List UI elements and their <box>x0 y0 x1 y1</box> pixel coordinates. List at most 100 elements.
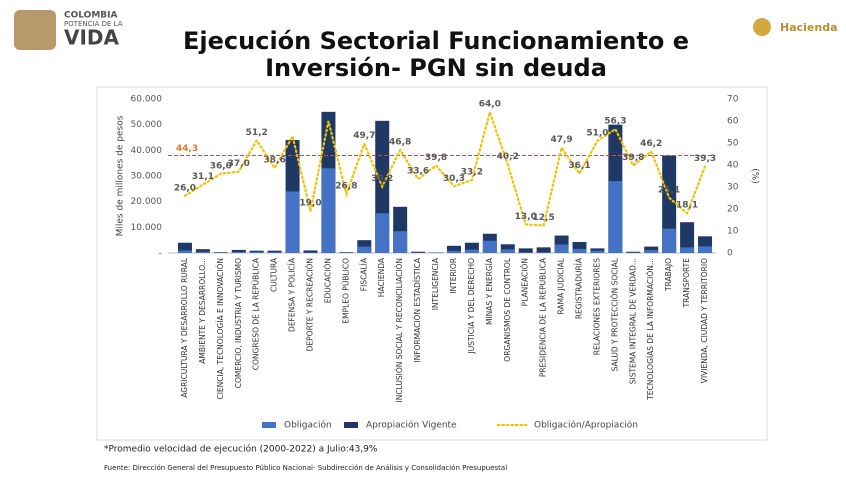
data-label: 51,0 <box>586 128 608 138</box>
bar <box>178 250 192 253</box>
legend-swatch <box>344 422 358 428</box>
y2-axis-label: (%) <box>750 168 760 184</box>
data-label: 64,0 <box>479 100 501 110</box>
legend-label: Obligación <box>284 420 332 431</box>
x-tick-label: INCLUSIÓN SOCIAL Y RECONCILIACIÓN <box>395 258 404 403</box>
x-tick-label: DEPORTE Y RECREACIÓN <box>306 258 315 351</box>
x-tick-label: TECNOLOGÍAS DE LA INFORMACIÓN... <box>646 258 655 401</box>
bar <box>268 252 282 253</box>
x-tick-label: INFORMACIÓN ESTADÍSTICA <box>413 257 422 362</box>
bar <box>286 191 300 253</box>
data-label: 12,5 <box>533 213 555 223</box>
title: Inversión- PGN sin deuda <box>265 54 607 82</box>
x-tick-label: FISCALÍA <box>359 257 368 291</box>
logo-text: VIDA <box>64 26 120 50</box>
x-tick-label: TRANSPORTE <box>682 258 691 309</box>
bar <box>447 251 461 253</box>
y-tick-label: 30.000 <box>131 172 163 182</box>
bar <box>465 250 479 253</box>
data-label: 39,3 <box>694 154 716 164</box>
data-label: 47,9 <box>550 135 572 145</box>
data-label: 46,2 <box>640 139 662 149</box>
bar <box>626 252 640 253</box>
data-label: 25,1 <box>658 185 680 195</box>
x-tick-label: JUSTICIA Y DEL DERECHO <box>467 258 476 355</box>
x-tick-label: ORGANISMOS DE CONTROL <box>503 257 512 362</box>
y2-tick-label: 10 <box>727 227 739 237</box>
data-label: 36,1 <box>568 161 590 171</box>
data-label: 19,0 <box>299 199 321 209</box>
bar <box>590 251 604 253</box>
data-label: 49,7 <box>353 131 375 141</box>
x-tick-label: CULTURA <box>270 257 279 292</box>
legend-label: Apropiación Vigente <box>366 420 457 431</box>
bar <box>357 247 371 253</box>
y-tick-label: - <box>159 249 162 259</box>
bar <box>501 249 515 253</box>
y-tick-label: 10.000 <box>131 223 163 233</box>
data-label: 51,2 <box>246 128 268 138</box>
y2-tick-label: 40 <box>727 161 739 171</box>
x-tick-label: RAMA JUDICIAL <box>557 257 566 314</box>
x-tick-label: INTERIOR <box>449 258 458 294</box>
x-tick-label: INTELIGENCIA <box>431 257 440 310</box>
y-tick-label: 40.000 <box>131 146 163 156</box>
title: Ejecución Sectorial Funcionamiento e <box>183 27 689 55</box>
x-tick-label: TRABAJO <box>664 258 673 292</box>
x-tick-label: EMPLEO PÚBLICO <box>341 258 350 324</box>
x-tick-label: COMERCIO, INDUSTRIA Y TURISMO <box>234 258 243 388</box>
x-tick-label: PLANEACIÓN <box>521 258 530 306</box>
y2-tick-label: 0 <box>727 249 733 259</box>
y2-tick-label: 20 <box>727 205 739 215</box>
bar <box>321 168 335 253</box>
y-tick-label: 60.000 <box>131 95 163 105</box>
bar <box>393 231 407 253</box>
x-tick-label: EDUCACIÓN <box>323 258 332 303</box>
x-tick-label: REGISTRADURÍA <box>575 257 584 319</box>
data-label: 37,0 <box>228 159 250 169</box>
y-axis-label: Miles de millones de pesos <box>116 115 126 236</box>
y-tick-label: 20.000 <box>131 197 163 207</box>
y2-tick-label: 30 <box>727 183 739 193</box>
brand: Hacienda <box>780 21 838 34</box>
data-label: 39,8 <box>425 153 447 163</box>
bar <box>196 252 210 253</box>
bar <box>375 213 389 253</box>
bar <box>662 229 676 253</box>
bar <box>304 252 318 253</box>
plot: -10.00020.00030.00040.00050.00060.000010… <box>131 95 739 431</box>
data-label: 30,2 <box>371 174 393 184</box>
bar <box>519 248 533 253</box>
brand-icon <box>753 18 771 36</box>
bar <box>519 252 533 253</box>
bar <box>680 247 694 253</box>
data-label: 26,8 <box>335 182 357 192</box>
data-label: 38,6 <box>264 156 286 166</box>
bar <box>232 252 246 253</box>
footnote: *Promedio velocidad de ejecución (2000-2… <box>104 444 378 455</box>
legend-swatch <box>262 422 276 428</box>
source: Fuente: Dirección General del Presupuest… <box>104 464 507 472</box>
bar <box>644 250 658 253</box>
x-tick-label: CONGRESO DE LA REPÚBLICA <box>252 257 261 370</box>
data-label: 33,6 <box>407 167 429 177</box>
x-tick-label: SISTEMA INTEGRAL DE VERDAD... <box>628 258 637 384</box>
bar <box>573 249 587 253</box>
data-label: 18,1 <box>676 201 698 211</box>
data-label: 26,0 <box>174 183 196 193</box>
y2-tick-label: 50 <box>727 139 739 149</box>
bar <box>483 241 497 253</box>
bar <box>698 246 712 253</box>
x-tick-label: HACIENDA <box>377 257 386 297</box>
x-tick-label: MINAS Y ENERGÍA <box>485 257 494 325</box>
bar <box>608 181 622 253</box>
bar <box>555 245 569 253</box>
logo-text: COLOMBIA <box>64 11 117 21</box>
x-tick-label: AGRICULTURA Y DESARROLLO RURAL <box>180 257 189 398</box>
y2-tick-label: 70 <box>727 95 739 105</box>
data-label: 56,3 <box>604 117 626 127</box>
x-tick-label: VIVIENDA, CIUDAD Y TERRITORIO <box>700 258 709 383</box>
data-label: 40,2 <box>497 152 519 162</box>
bar <box>537 252 551 253</box>
